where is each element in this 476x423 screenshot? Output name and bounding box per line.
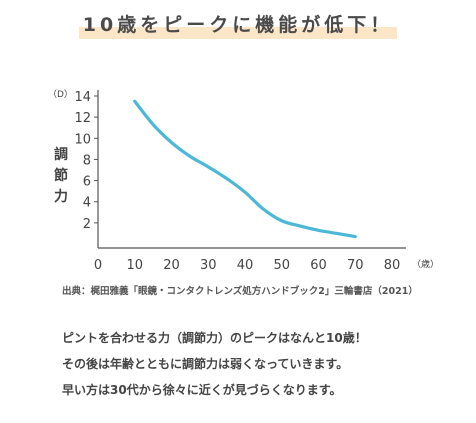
body-line: その後は年齢とともに調節力は弱くなっていきます。	[62, 357, 349, 371]
y-tick-label: 4	[83, 196, 91, 211]
y-tick-label: 8	[83, 153, 91, 168]
y-unit-label: （D）	[48, 89, 73, 100]
x-unit-label: （歳）	[412, 258, 439, 270]
x-tick-label: 40	[237, 258, 254, 270]
page-title: 10歳をピークに機能が低下！	[77, 10, 399, 39]
title-container: 10歳をピークに機能が低下！	[0, 10, 476, 39]
line-chart: 2 4 6 8 10 12 14（D） 0 10 20 30 40 50 60 70 80 （歳）	[48, 89, 439, 270]
body-line: 早い方は30代から徐々に近くが見づらくなります。	[62, 383, 342, 397]
y-tick-label: 2	[83, 217, 91, 232]
x-tick-label: 70	[347, 258, 364, 270]
y-axis-label: 調節力	[53, 145, 69, 208]
y-tick-label: 10	[74, 132, 91, 147]
body-line: ピントを合わせる力（調節力）のピークはなんと10歳！	[62, 331, 367, 345]
source-citation: 出典：梶田雅義「眼鏡・コンタクトレンズ処方ハンドブック2」三輪書店（2021）	[62, 286, 418, 297]
y-tick-label: 14	[74, 90, 91, 105]
x-tick-label: 0	[94, 258, 102, 270]
x-tick-label: 50	[273, 258, 290, 270]
x-tick-label: 80	[384, 258, 401, 270]
chart-axes	[97, 90, 406, 249]
y-axis-label-char: 力	[54, 189, 68, 205]
x-tick-label: 20	[163, 258, 180, 270]
x-tick-label: 60	[310, 258, 327, 270]
body-text: ピントを合わせる力（調節力）のピークはなんと10歳！ その後は年齢とともに調節力…	[62, 325, 367, 403]
x-tick-label: 30	[200, 258, 217, 270]
chart-ticks: 2 4 6 8 10 12 14（D） 0 10 20 30 40 50 60 70 80 （歳）	[48, 89, 439, 270]
y-axis-label-char: 調	[54, 147, 68, 163]
y-axis-label-char: 節	[54, 168, 68, 184]
x-tick-label: 10	[126, 258, 143, 270]
y-tick-label: 6	[83, 175, 91, 190]
series-line	[133, 99, 357, 239]
y-tick-label: 12	[74, 111, 91, 126]
